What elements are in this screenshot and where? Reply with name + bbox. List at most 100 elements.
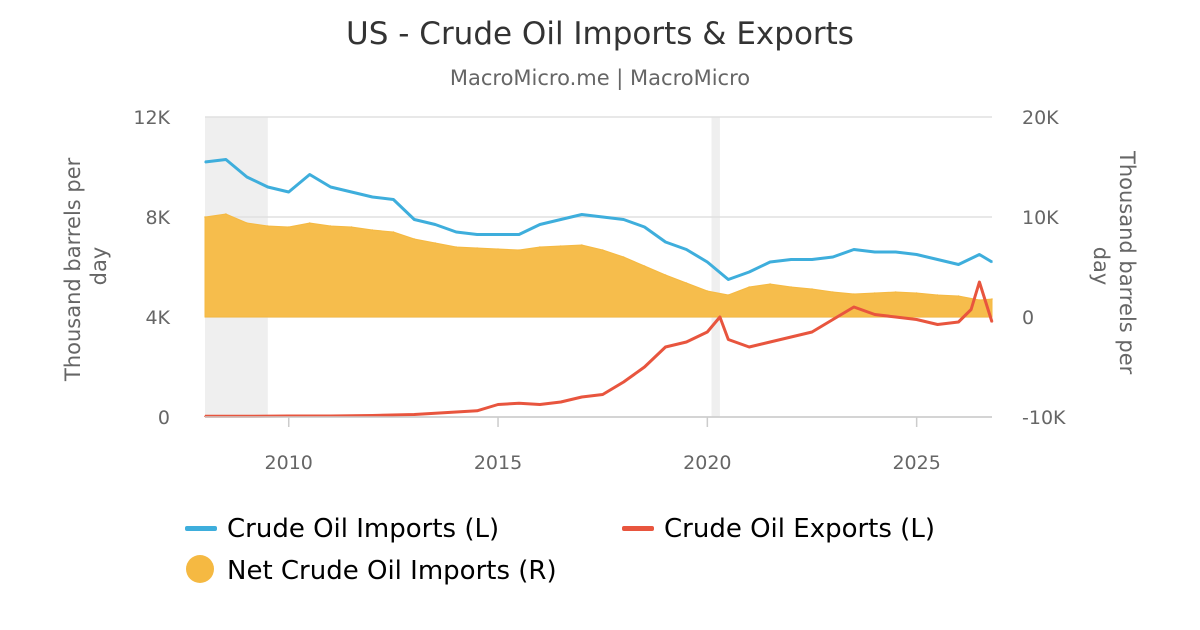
data-point xyxy=(936,294,939,296)
data-point xyxy=(518,233,520,236)
data-point xyxy=(748,286,750,288)
data-point xyxy=(560,218,562,221)
data-point xyxy=(685,282,688,284)
data-point xyxy=(643,366,646,368)
data-point xyxy=(392,198,395,201)
chart-subtitle: MacroMicro.me | MacroMicro xyxy=(450,66,750,91)
data-point xyxy=(539,403,541,406)
data-point xyxy=(685,341,688,343)
legend-swatch-net-imports xyxy=(186,555,214,583)
data-point xyxy=(329,225,332,227)
data-point xyxy=(832,256,834,258)
data-point xyxy=(622,256,625,258)
data-point xyxy=(392,231,395,233)
legend-item-exports[interactable]: Crude Oil Exports (L) xyxy=(622,514,935,544)
data-point xyxy=(991,298,993,300)
data-point xyxy=(476,410,478,412)
data-point xyxy=(539,223,541,226)
data-point xyxy=(832,318,834,321)
data-point xyxy=(685,248,688,251)
data-point xyxy=(497,403,499,406)
data-point xyxy=(790,258,792,261)
legend: Crude Oil Imports (L) Crude Oil Exports … xyxy=(185,514,935,586)
y-right-tick-label: 20K xyxy=(1022,107,1059,129)
data-point xyxy=(748,271,750,273)
data-point xyxy=(706,290,709,292)
data-point xyxy=(455,411,458,413)
data-point xyxy=(706,331,709,333)
data-point xyxy=(991,321,993,323)
data-point xyxy=(894,291,897,293)
data-point xyxy=(434,223,437,226)
y-left-tick-label: 8K xyxy=(145,207,170,229)
data-point xyxy=(874,292,876,294)
legend-swatch-exports xyxy=(622,526,654,531)
data-point xyxy=(957,263,960,266)
data-point xyxy=(915,292,918,294)
data-point xyxy=(455,231,458,233)
data-point xyxy=(748,346,750,348)
data-point xyxy=(622,381,625,383)
data-point xyxy=(832,291,834,293)
data-point xyxy=(225,158,227,161)
data-point xyxy=(790,286,792,288)
data-point xyxy=(518,249,520,251)
data-point xyxy=(287,226,290,228)
y-left-tick-label: 12K xyxy=(133,107,170,129)
data-point xyxy=(308,222,311,224)
data-point xyxy=(853,248,855,251)
data-point xyxy=(769,261,771,263)
data-point xyxy=(719,316,721,318)
x-tick-label: 2025 xyxy=(892,452,940,474)
data-point xyxy=(371,229,374,231)
data-point xyxy=(267,225,269,227)
y-right-tick-label: 10K xyxy=(1022,207,1059,229)
legend-swatch-imports xyxy=(185,526,217,531)
data-point xyxy=(601,249,604,251)
legend-item-net-imports[interactable]: Net Crude Oil Imports (R) xyxy=(186,555,557,586)
data-point xyxy=(936,323,939,326)
x-tick-label: 2020 xyxy=(683,452,731,474)
y-left-axis-title: Thousand barrels per day xyxy=(61,151,111,382)
data-point xyxy=(727,338,730,341)
data-point xyxy=(371,196,374,198)
data-point xyxy=(643,226,646,228)
data-point xyxy=(874,313,876,316)
data-point xyxy=(601,216,604,218)
data-point xyxy=(915,253,918,256)
legend-label-imports: Crude Oil Imports (L) xyxy=(227,514,499,544)
data-point xyxy=(706,261,709,263)
legend-item-imports[interactable]: Crude Oil Imports (L) xyxy=(185,514,499,544)
data-point xyxy=(434,242,437,244)
data-point xyxy=(308,173,311,176)
y-left-tick-label: 4K xyxy=(145,307,170,329)
shaded-period-1 xyxy=(711,117,720,417)
chart-title: US - Crude Oil Imports & Exports xyxy=(346,16,854,52)
data-point xyxy=(476,233,478,236)
x-tick-label: 2010 xyxy=(265,452,313,474)
data-point xyxy=(991,261,993,263)
data-point xyxy=(455,246,458,248)
data-point xyxy=(957,321,960,323)
data-point xyxy=(643,265,646,267)
data-point xyxy=(664,241,667,243)
data-point xyxy=(413,218,416,221)
data-point xyxy=(601,393,604,396)
data-point xyxy=(664,346,667,348)
data-point xyxy=(476,247,478,249)
data-point xyxy=(727,278,730,281)
data-point xyxy=(978,281,981,283)
data-point xyxy=(581,396,583,398)
data-point xyxy=(769,283,771,285)
y-right-tick-label: 0 xyxy=(1022,307,1034,329)
legend-label-net-imports: Net Crude Oil Imports (R) xyxy=(227,556,557,586)
data-point xyxy=(371,414,374,417)
data-point xyxy=(267,186,269,188)
data-point xyxy=(853,306,855,308)
data-point xyxy=(915,318,918,321)
y-right-tick-label: -10K xyxy=(1022,407,1066,429)
data-point xyxy=(936,258,939,261)
data-point xyxy=(874,251,876,253)
data-point xyxy=(413,238,416,240)
